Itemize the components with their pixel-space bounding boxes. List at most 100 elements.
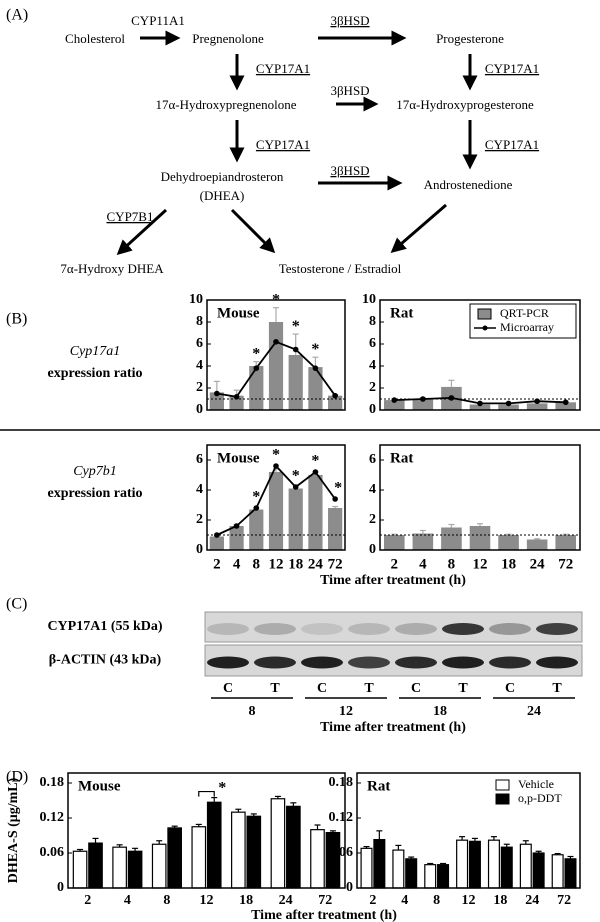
- bar: [191, 826, 207, 889]
- x-tick-label: 24: [525, 893, 539, 908]
- point: [292, 346, 299, 353]
- y-tick-label: 0: [369, 402, 376, 417]
- x-tick-label: 12: [200, 893, 214, 908]
- x-tick-label: 2: [369, 893, 376, 908]
- band: [442, 623, 484, 635]
- time-label: 24: [527, 704, 541, 719]
- plot-frame: [206, 444, 346, 551]
- x-tick-label: 18: [288, 556, 303, 572]
- bar: [498, 535, 519, 550]
- bar: [384, 400, 405, 410]
- band: [489, 623, 531, 635]
- point: [448, 395, 455, 401]
- panel-label: (A): [6, 7, 28, 24]
- panel-label: (B): [6, 311, 27, 328]
- bar: [268, 322, 284, 410]
- enzyme: CYP7B1: [107, 209, 154, 224]
- bar: [469, 404, 491, 410]
- point: [477, 400, 483, 407]
- chart-title: Mouse: [217, 450, 260, 466]
- band: [536, 656, 578, 669]
- measure-label: expression ratio: [47, 366, 142, 381]
- legend-swatch: [482, 325, 488, 331]
- asterisk: *: [311, 453, 319, 470]
- y-tick-label: 0.18: [40, 775, 65, 790]
- x-tick-label: 18: [493, 893, 507, 908]
- legend-swatch: [477, 308, 492, 320]
- y-tick-label: 0.12: [329, 810, 354, 825]
- panel-label: (D): [6, 769, 28, 786]
- x-tick-label: 2: [213, 556, 221, 572]
- point: [420, 396, 426, 402]
- bar: [88, 842, 103, 889]
- asterisk: *: [334, 480, 342, 497]
- bar: [209, 536, 224, 550]
- x-tick-label: 8: [163, 893, 170, 908]
- x-tick-label: 18: [239, 893, 253, 908]
- bar: [151, 843, 167, 889]
- bar: [456, 839, 469, 889]
- bar: [72, 850, 88, 889]
- asterisk: *: [252, 345, 260, 362]
- bar: [412, 399, 434, 410]
- band: [207, 656, 249, 669]
- point: [562, 399, 569, 406]
- x-tick-label: 24: [279, 893, 293, 908]
- time-label: 12: [339, 704, 353, 719]
- point: [214, 390, 220, 397]
- lane-label: T: [458, 681, 468, 696]
- y-tick-label: 0: [196, 542, 203, 557]
- band: [442, 656, 484, 669]
- bar: [288, 488, 303, 550]
- x-tick-label: 12: [473, 556, 488, 572]
- band: [395, 623, 437, 635]
- bar: [373, 838, 386, 889]
- bar: [424, 864, 437, 889]
- legend-label: o,p-DDT: [518, 791, 562, 805]
- y-tick-label: 4: [369, 358, 376, 373]
- significance-bracket: [198, 790, 215, 797]
- y-tick-label: 8: [369, 314, 376, 329]
- band: [301, 656, 343, 669]
- measure-label: expression ratio: [47, 486, 142, 501]
- node: 17α-Hydroxypregnenolone: [155, 97, 296, 112]
- x-tick-label: 72: [328, 556, 343, 572]
- bar: [209, 392, 224, 410]
- blot-strip: [204, 611, 583, 643]
- legend-label: QRT-PCR: [500, 306, 549, 320]
- enzyme: 3βHSD: [330, 83, 369, 98]
- arrow: [116, 208, 168, 256]
- x-tick-label: 8: [253, 556, 261, 572]
- y-tick-label: 2: [196, 380, 203, 395]
- bar: [526, 539, 548, 550]
- point: [534, 398, 540, 405]
- y-tick-label: 0.06: [329, 845, 354, 860]
- band: [301, 623, 343, 635]
- band: [207, 623, 249, 635]
- band: [489, 656, 531, 669]
- y-tick-label: 2: [196, 512, 203, 527]
- y-tick-label: 4: [196, 358, 203, 373]
- bar: [468, 840, 481, 889]
- time-label: 8: [249, 704, 256, 719]
- lane-label: C: [505, 681, 515, 696]
- y-tick-label: 10: [362, 292, 376, 307]
- y-tick-label: 4: [196, 482, 203, 497]
- pathway: Cholesterol Pregnenolone Progesterone 17…: [60, 13, 539, 276]
- enzyme: CYP17A1: [485, 61, 539, 76]
- band: [536, 623, 578, 635]
- enzyme: CYP17A1: [256, 61, 310, 76]
- x-tick-label: 4: [124, 893, 131, 908]
- x-tick-label: 12: [269, 556, 284, 572]
- chart-title: Rat: [367, 778, 390, 794]
- lane-label: T: [364, 681, 374, 696]
- point: [391, 397, 398, 403]
- bar: [268, 472, 284, 550]
- asterisk: *: [252, 489, 260, 506]
- x-tick-label: 72: [318, 893, 332, 908]
- bar: [127, 850, 143, 889]
- panel-label: (C): [6, 596, 27, 613]
- lane-label: C: [411, 681, 421, 696]
- bar: [206, 801, 222, 889]
